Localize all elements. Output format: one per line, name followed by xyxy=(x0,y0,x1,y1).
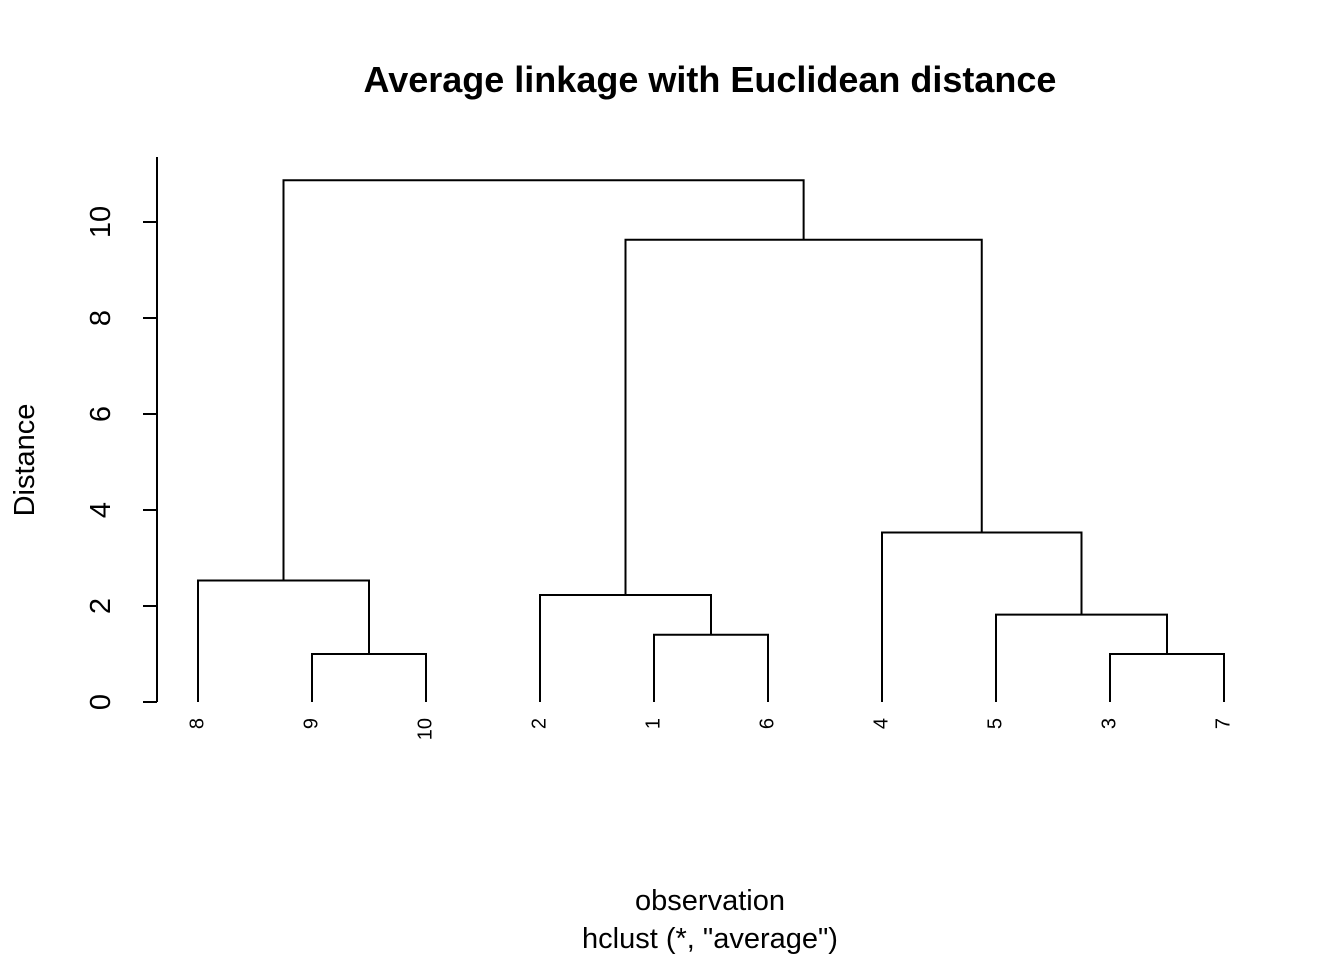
x-axis-label: observation xyxy=(635,885,785,917)
merge-link-m7 xyxy=(881,531,1083,702)
merge-link-m8 xyxy=(624,238,983,595)
leaf-label-7: 7 xyxy=(1212,718,1234,729)
merge-link-m3 xyxy=(653,633,769,702)
leaf-label-10: 10 xyxy=(414,718,436,740)
leaf-label-3: 3 xyxy=(1098,718,1120,729)
dendrogram-tree xyxy=(197,179,1225,702)
y-tick-label: 6 xyxy=(85,406,117,422)
leaf-label-6: 6 xyxy=(756,718,778,729)
y-axis: 0 2 4 6 8 10 xyxy=(85,157,158,710)
chart-title: Average linkage with Euclidean distance xyxy=(364,59,1057,100)
merge-link-m5 xyxy=(539,593,712,702)
merge-link-m1 xyxy=(311,653,427,702)
y-tick-label: 8 xyxy=(85,310,117,326)
leaf-label-8: 8 xyxy=(186,718,208,729)
y-tick-label: 10 xyxy=(85,206,117,238)
merge-link-m4 xyxy=(995,613,1168,702)
x-axis-sublabel: hclust (*, "average") xyxy=(582,923,838,955)
leaf-labels: 8 9 10 2 1 6 4 5 3 7 xyxy=(186,718,1234,740)
leaf-label-1: 1 xyxy=(642,718,664,729)
merge-link-m2 xyxy=(1109,653,1225,702)
merge-link-m6 xyxy=(197,579,370,702)
leaf-label-4: 4 xyxy=(870,718,892,729)
leaf-label-9: 9 xyxy=(300,718,322,729)
leaf-label-5: 5 xyxy=(984,718,1006,729)
leaf-label-2: 2 xyxy=(528,718,550,729)
merge-link-m9 xyxy=(282,179,805,581)
y-tick-label: 2 xyxy=(85,598,117,614)
y-tick-label: 0 xyxy=(85,694,117,710)
y-axis-label: Distance xyxy=(9,404,41,517)
y-tick-label: 4 xyxy=(85,502,117,518)
